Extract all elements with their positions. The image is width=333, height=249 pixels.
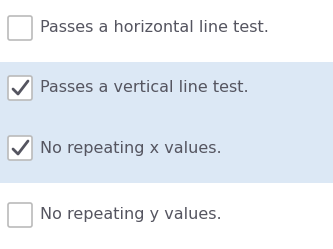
Text: No repeating y values.: No repeating y values. <box>40 207 222 223</box>
FancyBboxPatch shape <box>8 16 32 40</box>
FancyBboxPatch shape <box>8 203 32 227</box>
Text: Passes a vertical line test.: Passes a vertical line test. <box>40 80 249 96</box>
Text: Passes a horizontal line test.: Passes a horizontal line test. <box>40 20 269 36</box>
Text: No repeating x values.: No repeating x values. <box>40 140 222 155</box>
FancyBboxPatch shape <box>8 136 32 160</box>
FancyBboxPatch shape <box>0 62 333 183</box>
FancyBboxPatch shape <box>8 76 32 100</box>
